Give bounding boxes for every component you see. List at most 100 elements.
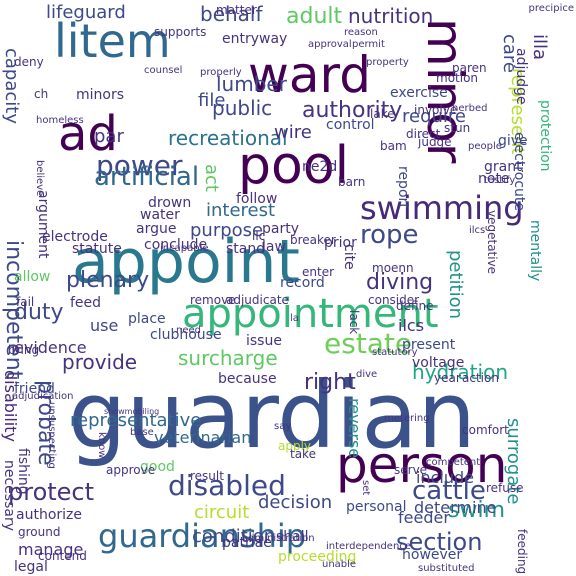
word-property: property <box>366 57 409 68</box>
word-substituted: substituted <box>418 563 475 574</box>
word-representative: representative <box>70 410 202 431</box>
word-interdependence: interdependence <box>326 541 411 552</box>
word-public: public <box>212 96 273 120</box>
word-because: because <box>218 371 277 387</box>
word-say: say <box>274 421 292 432</box>
word-swimming: swimming <box>360 189 524 227</box>
word-approve: approve <box>106 463 156 477</box>
word-behalf: behalf <box>200 2 263 26</box>
word-contend: contend <box>38 549 87 563</box>
word-estate: estate <box>324 327 413 360</box>
word-feeder: feeder <box>398 508 450 527</box>
word-ilcs: ilcs <box>469 225 486 236</box>
word-statute: statute <box>72 241 122 257</box>
word-friend: friend <box>14 381 55 397</box>
word-party: party <box>262 221 299 237</box>
word-base: base <box>130 427 154 438</box>
word-section: section <box>396 528 483 556</box>
word-use: use <box>90 316 119 335</box>
word-give: give <box>498 133 528 149</box>
word-adult: adult <box>286 4 343 29</box>
word-veterinarian: veterinarian <box>154 428 252 447</box>
word-allow: allow <box>14 269 51 285</box>
word-remove: remove <box>190 293 236 307</box>
word-wire: wire <box>274 122 312 143</box>
word-supports: supports <box>154 25 207 39</box>
word-power: power <box>96 149 183 182</box>
word-issue: issue <box>246 333 282 349</box>
word-define: define <box>396 299 434 313</box>
word-provide: provide <box>62 350 138 374</box>
word-metering: metering <box>384 413 430 424</box>
word-deny: deny <box>14 55 44 69</box>
word-par: par <box>94 126 124 147</box>
word-permit: permit <box>352 39 385 50</box>
word-ilcs: ilcs <box>398 316 425 335</box>
word-comfort: comfort <box>462 423 509 437</box>
word-authorize: authorize <box>16 507 82 523</box>
word-litem: litem <box>54 14 171 68</box>
word-lifeguard: lifeguard <box>46 2 126 23</box>
word-manage: manage <box>18 540 84 559</box>
word-incapable: incapable <box>160 243 209 254</box>
word-determine: determine <box>414 498 497 517</box>
word-argue: argue <box>136 221 177 237</box>
word-people: people <box>468 141 502 152</box>
word-precipice: precipice <box>528 3 574 14</box>
word-require: require <box>402 106 466 127</box>
word-consider: consider <box>368 293 420 307</box>
word-moenn: moenn <box>372 261 414 275</box>
word-follow: follow <box>236 191 278 207</box>
word-need: need <box>176 325 201 336</box>
word-swim: swim <box>448 498 505 523</box>
word-petition: petition <box>445 250 466 320</box>
word-stun: stun <box>444 121 471 135</box>
word-illa: illa <box>529 34 550 61</box>
word-judge: judge <box>418 135 452 149</box>
word-include: include <box>416 468 474 487</box>
word-feed: feed <box>70 295 102 311</box>
word-artificial: artificial <box>94 162 200 192</box>
word-stand: stand <box>226 241 266 257</box>
word-proceeding: proceeding <box>278 549 357 565</box>
word-involve: involve <box>414 103 458 117</box>
word-testify: testify <box>484 175 516 186</box>
word-motion: motion <box>436 71 479 85</box>
word-clubhouse: clubhouse <box>150 327 222 343</box>
word-condition: condition <box>192 526 276 547</box>
word-ground: ground <box>18 525 61 539</box>
word-properly: properly <box>200 67 242 78</box>
word-conclude: conclude <box>144 237 208 253</box>
word-vegetative: vegetative <box>485 210 499 275</box>
word-plenary: plenary <box>66 268 150 293</box>
word-cite: cite <box>341 244 357 270</box>
word-refuse: refuse <box>486 481 524 495</box>
word-drown: drown <box>148 195 192 211</box>
word-matter: matter <box>216 3 257 17</box>
word-reverse: reverse <box>345 398 364 459</box>
word-appoint: appoint <box>72 227 300 297</box>
word-snowmobiling: snowmobiling <box>104 407 160 416</box>
word-recreational: recreational <box>168 126 288 150</box>
word-electrode: electrode <box>42 229 108 245</box>
word-however: however <box>402 547 463 563</box>
word-water: water <box>140 207 180 223</box>
word-breaker: breaker <box>290 233 336 247</box>
word-year: year <box>434 371 461 385</box>
word-diving: diving <box>366 270 434 295</box>
word-herbed: herbed <box>452 103 488 114</box>
word-barn: barn <box>338 175 366 189</box>
word-authority: authority <box>302 98 403 123</box>
word-approval: approval <box>308 39 352 50</box>
word-good: good <box>140 459 175 475</box>
word-shall: shall <box>276 529 309 545</box>
word-counsel: counsel <box>144 65 183 76</box>
word-adjudicate: adjudicate <box>226 293 289 307</box>
word-voltage: voltage <box>412 355 465 371</box>
word-take: take <box>290 447 316 461</box>
word-law: law <box>262 239 286 255</box>
word-ad: ad <box>58 106 118 162</box>
word-report: report <box>395 166 411 209</box>
word-action: action <box>462 371 499 385</box>
